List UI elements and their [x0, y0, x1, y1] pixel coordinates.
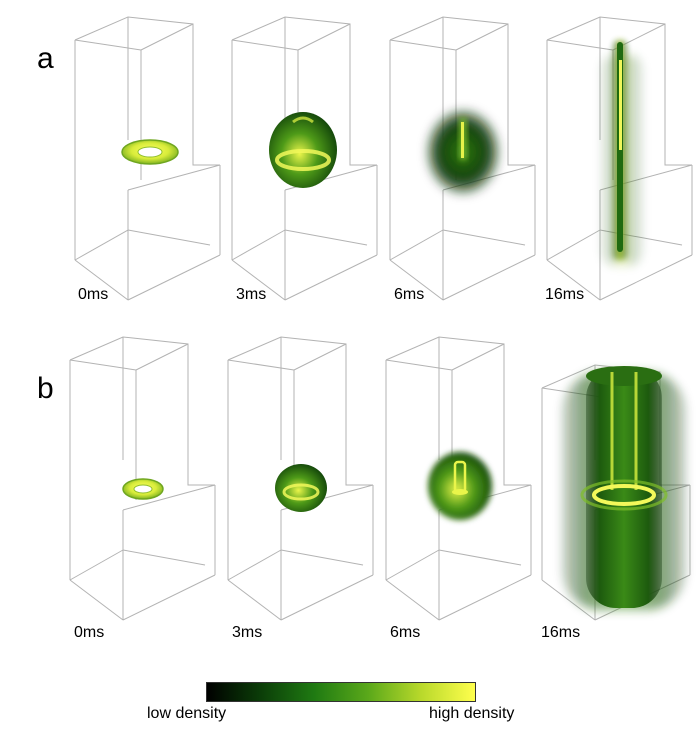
colorbar-high-label: high density: [429, 705, 515, 722]
time-label: 16ms: [541, 624, 581, 641]
panel-a-0ms: [74, 16, 221, 301]
bounding-box-wireframe: [227, 336, 374, 621]
time-label: 0ms: [74, 624, 105, 641]
time-label: 16ms: [545, 286, 585, 303]
density-cylinder: [562, 366, 686, 610]
density-blob: [275, 464, 327, 512]
bounding-box-wireframe: [69, 336, 216, 621]
time-label: 6ms: [394, 286, 425, 303]
density-blob: [428, 452, 492, 520]
density-colorbar: [206, 682, 476, 702]
bounding-box-wireframe: [74, 16, 221, 301]
density-torus: [121, 139, 179, 165]
density-blob: [427, 110, 499, 194]
panel-b-0ms: [69, 336, 216, 621]
panel-a-6ms: [389, 16, 536, 301]
time-label: 3ms: [236, 286, 267, 303]
colorbar-low-label: low density: [147, 705, 227, 722]
panel-b-3ms: [227, 336, 374, 621]
row-label-a: a: [37, 42, 54, 75]
time-label: 6ms: [390, 624, 421, 641]
density-torus: [122, 478, 164, 500]
time-label: 0ms: [78, 286, 109, 303]
panel-a-16ms: [546, 16, 693, 301]
panel-b-6ms: [385, 336, 532, 621]
density-jet: [600, 40, 644, 265]
density-blob: [269, 112, 337, 188]
panel-b-16ms: [541, 364, 691, 621]
time-label: 3ms: [232, 624, 263, 641]
row-label-b: b: [37, 372, 54, 405]
panel-a-3ms: [231, 16, 378, 301]
